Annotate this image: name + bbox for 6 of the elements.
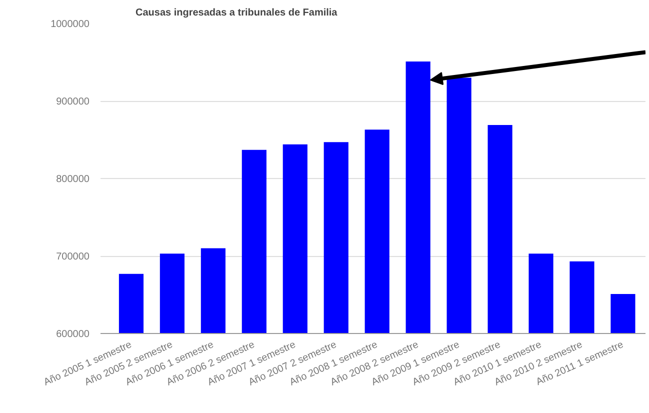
chart-title: Causas ingresadas a tribunales de Familia [136, 8, 338, 18]
y-tick-label: 700000 [56, 252, 90, 262]
y-tick-label: 1000000 [50, 19, 90, 30]
y-tick-label: 900000 [56, 96, 90, 108]
y-tick-label: 800000 [56, 174, 90, 185]
y-tick-label: 600000 [56, 329, 90, 340]
